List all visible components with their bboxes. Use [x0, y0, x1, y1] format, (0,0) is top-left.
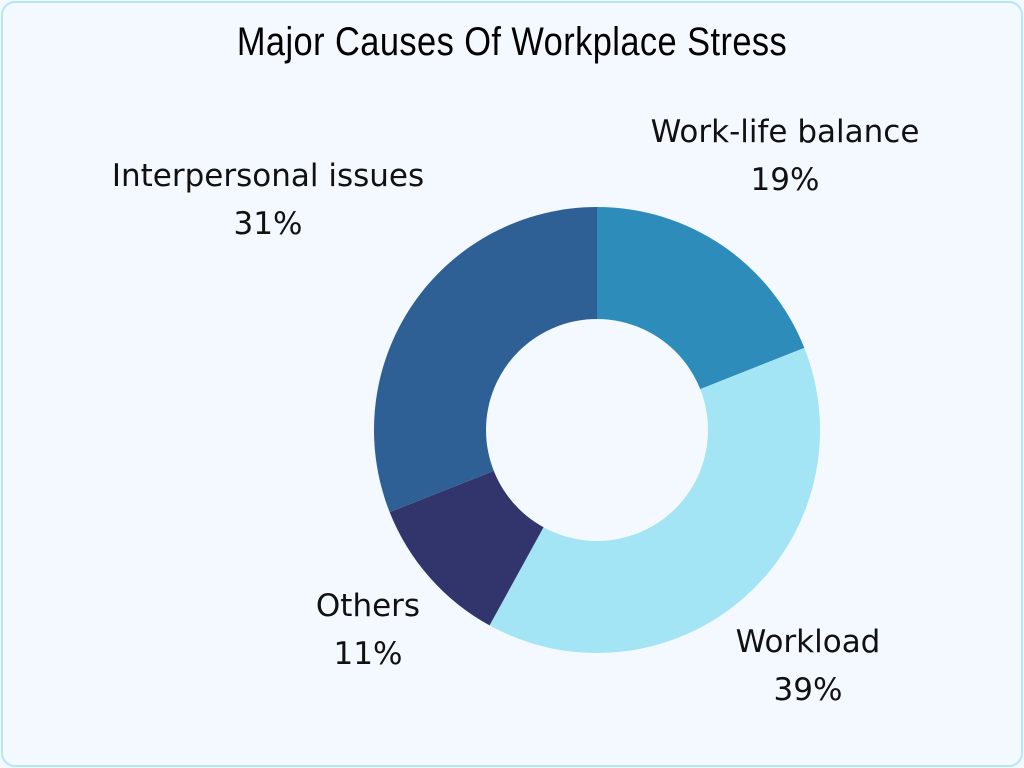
donut-hole [486, 319, 708, 541]
label-name: Interpersonal issues [111, 158, 425, 194]
label-value: 19% [750, 162, 820, 198]
label-name: Work-life balance [650, 114, 920, 150]
label-name: Others [315, 588, 421, 624]
label-workload: Workload 39% [708, 618, 908, 714]
label-name: Workload [735, 624, 881, 660]
label-value: 31% [233, 206, 303, 242]
label-others: Others 11% [268, 582, 468, 678]
chart-title: Major Causes Of Workplace Stress [236, 20, 788, 64]
label-value: 11% [333, 636, 403, 672]
label-interpersonal-issues: Interpersonal issues 31% [68, 152, 468, 248]
label-work-life-balance: Work-life balance 19% [610, 108, 960, 204]
label-value: 39% [773, 672, 843, 708]
